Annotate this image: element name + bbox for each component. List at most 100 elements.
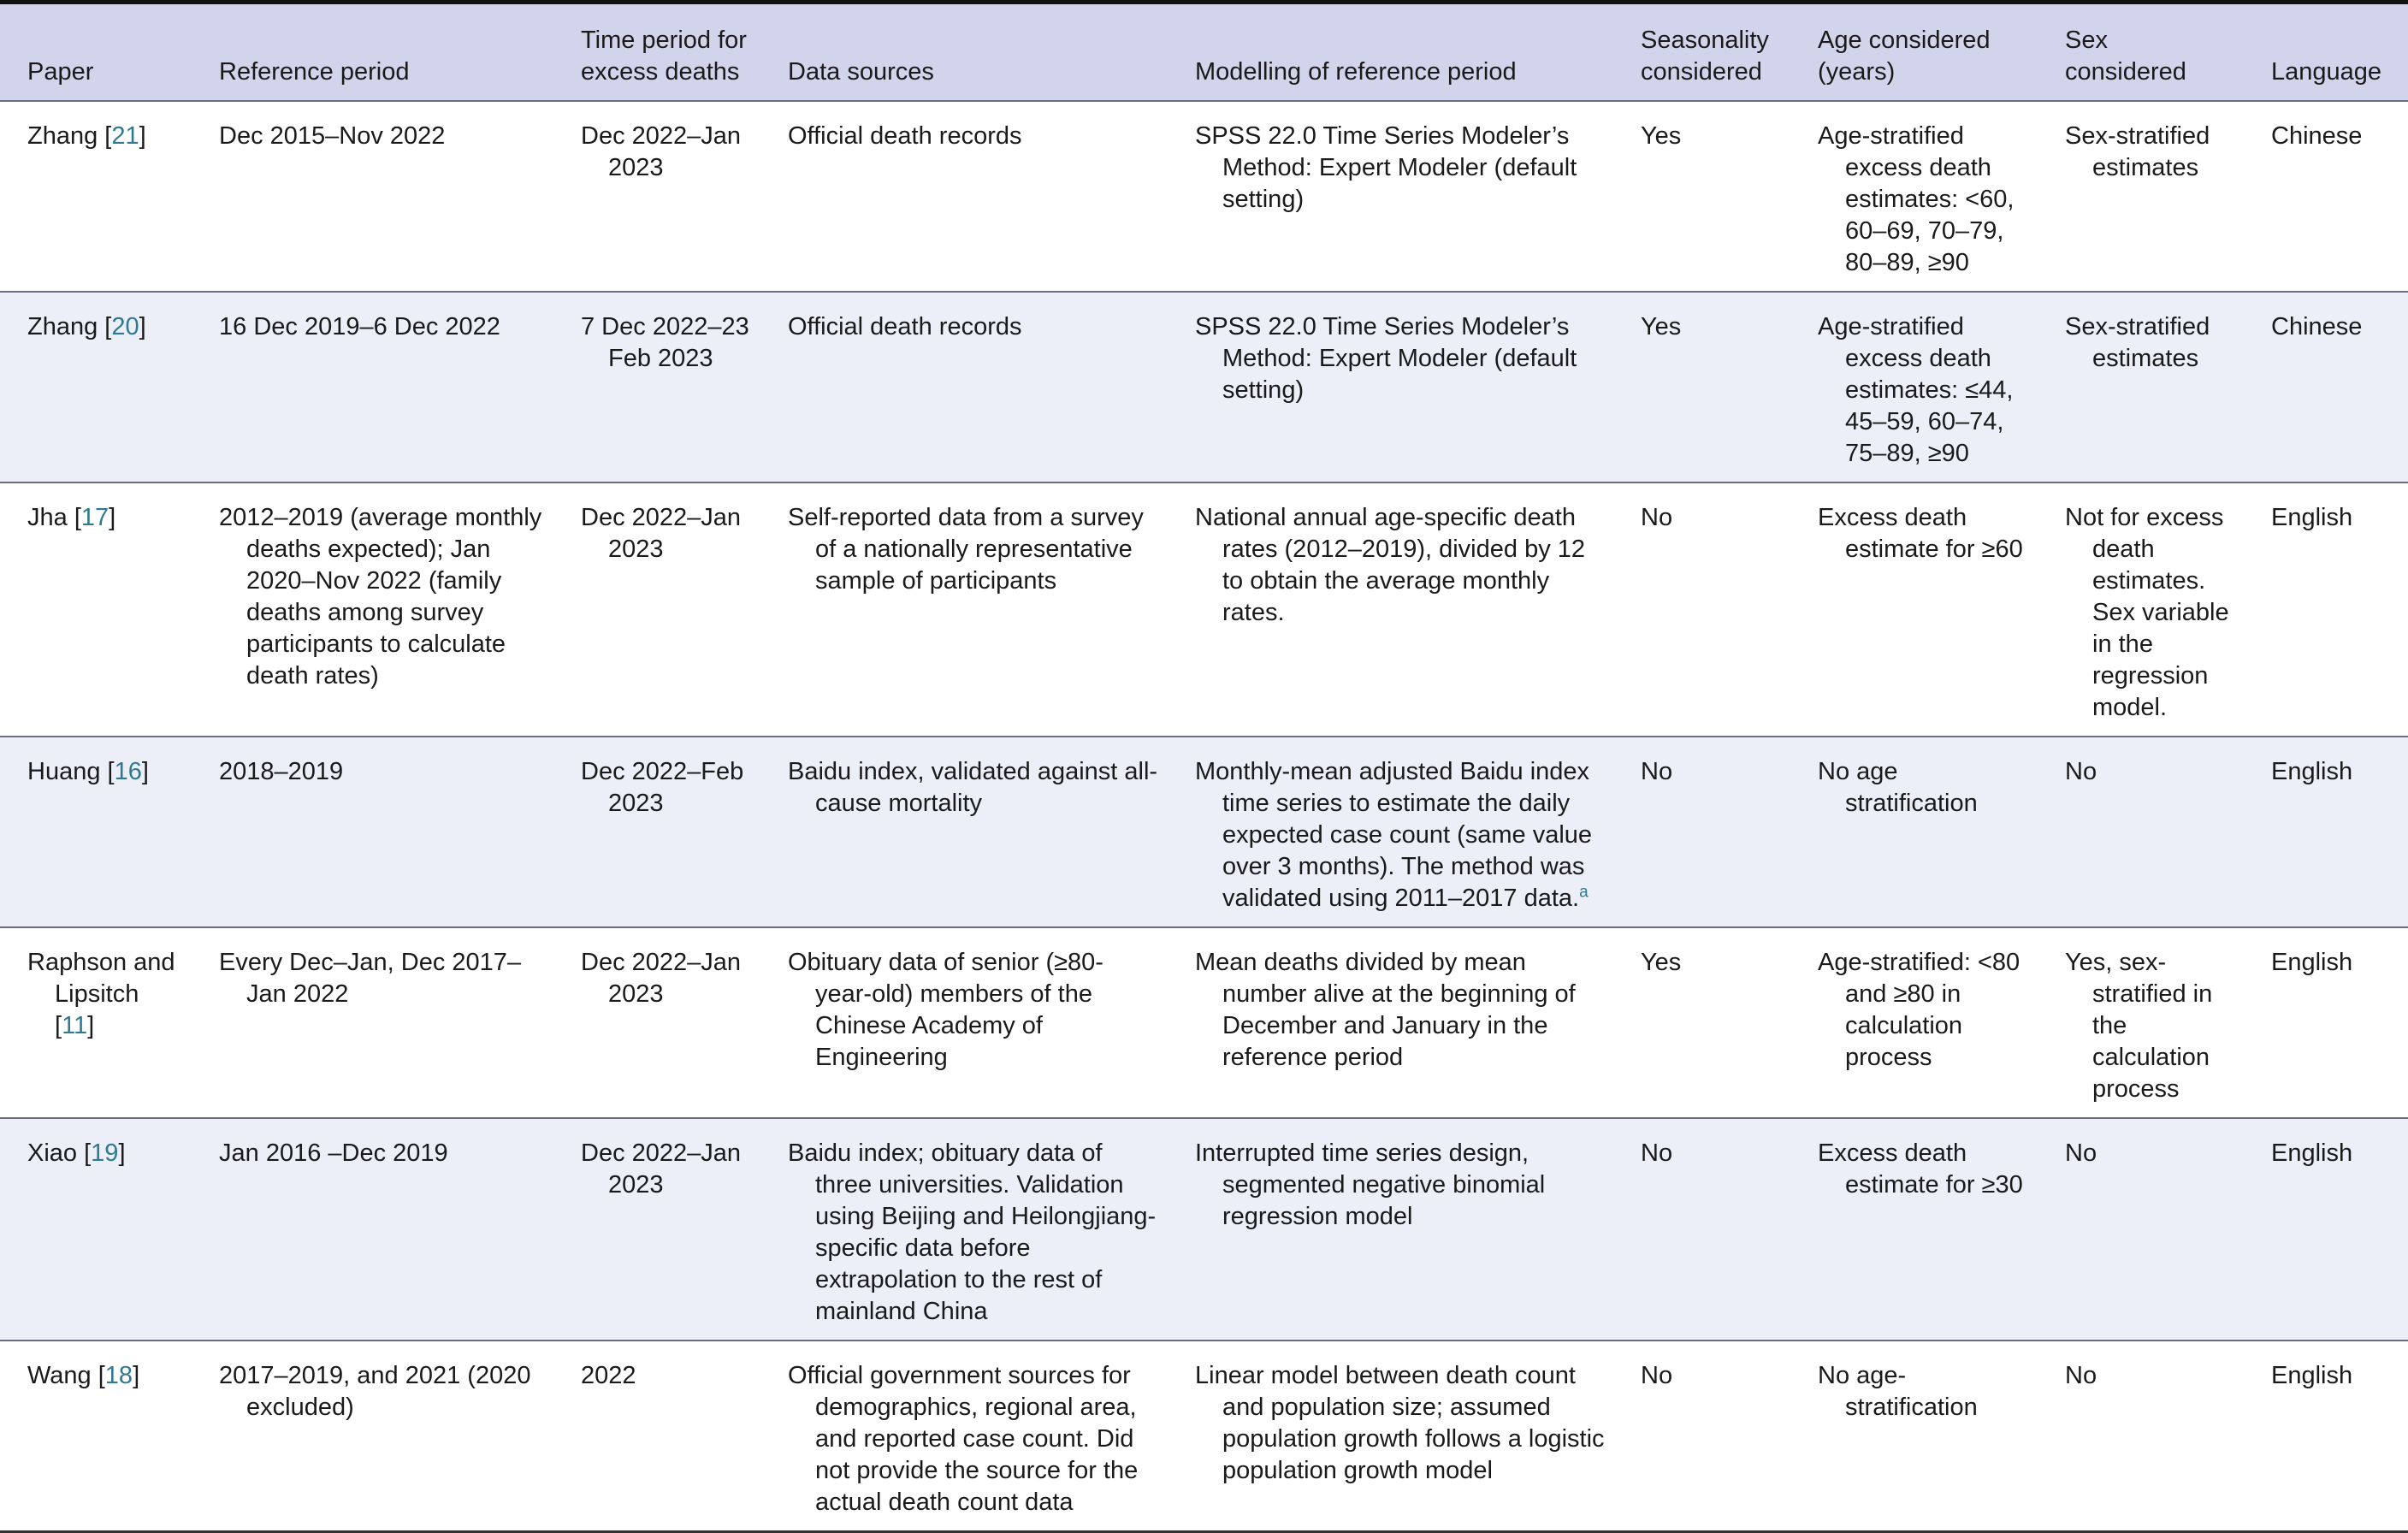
cell-reference-period: Dec 2015–Nov 2022 <box>192 101 553 293</box>
cell-reference-period: Every Dec–Jan, Dec 2017–Jan 2022 <box>192 927 553 1119</box>
footnote-marker[interactable]: a <box>1579 883 1589 902</box>
table-row: Jha [17] 2012–2019 (average monthly deat… <box>0 482 2408 737</box>
table-header: Paper Reference period Time period for e… <box>0 0 2408 102</box>
cell-time-period: Dec 2022–Feb 2023 <box>553 737 760 928</box>
table-row: Raphson and Lipsitch [11] Every Dec–Jan,… <box>0 927 2408 1119</box>
cell-paper: Raphson and Lipsitch [11] <box>0 927 192 1119</box>
header-sex: Sex considered <box>2038 0 2244 102</box>
cell-paper: Zhang [20] <box>0 292 192 483</box>
cell-time-period: Dec 2022–Jan 2023 <box>553 101 760 293</box>
cell-paper: Jha [17] <box>0 482 192 737</box>
paper-bracket: ] <box>87 1012 95 1039</box>
cell-seasonality: No <box>1613 1341 1790 1533</box>
cell-data-sources: Obituary data of senior (≥80-year-old) m… <box>760 927 1168 1119</box>
header-modelling: Modelling of reference period <box>1168 0 1613 102</box>
table-row: Zhang [20] 16 Dec 2019–6 Dec 2022 7 Dec … <box>0 292 2408 483</box>
cell-age: Excess death estimate for ≥30 <box>1790 1118 2038 1341</box>
cell-sex: Sex-stratified estimates <box>2038 101 2244 293</box>
cell-paper: Xiao [19] <box>0 1118 192 1341</box>
cell-time-period: Dec 2022–Jan 2023 <box>553 482 760 737</box>
cell-sex: No <box>2038 737 2244 928</box>
citation-link[interactable]: 21 <box>111 122 139 150</box>
cell-paper: Wang [18] <box>0 1341 192 1533</box>
cell-reference-period: 2017–2019, and 2021 (2020 excluded) <box>192 1341 553 1533</box>
cell-seasonality: Yes <box>1613 292 1790 483</box>
citation-link[interactable]: 19 <box>91 1139 119 1167</box>
cell-data-sources: Official government sources for demograp… <box>760 1341 1168 1533</box>
cell-data-sources: Official death records <box>760 292 1168 483</box>
cell-language: English <box>2244 1118 2408 1341</box>
paper-bracket: ] <box>139 122 146 150</box>
cell-language: Chinese <box>2244 292 2408 483</box>
header-row: Paper Reference period Time period for e… <box>0 0 2408 102</box>
cell-age: Excess death estimate for ≥60 <box>1790 482 2038 737</box>
citation-link[interactable]: 16 <box>114 758 142 785</box>
cell-sex: Not for excess death estimates. Sex vari… <box>2038 482 2244 737</box>
cell-age: Age-stratified excess death estimates: <… <box>1790 101 2038 293</box>
paper-author: Xiao [ <box>27 1139 92 1167</box>
cell-age: No age stratification <box>1790 737 2038 928</box>
cell-age: No age-stratification <box>1790 1341 2038 1533</box>
citation-link[interactable]: 11 <box>62 1012 88 1039</box>
paper-bracket: ] <box>133 1362 140 1389</box>
cell-modelling: National annual age-specific death rates… <box>1168 482 1613 737</box>
cell-language: English <box>2244 1341 2408 1533</box>
header-paper: Paper <box>0 0 192 102</box>
cell-modelling: Monthly-mean adjusted Baidu index time s… <box>1168 737 1613 928</box>
paper-author: Zhang [ <box>27 313 112 340</box>
cell-modelling: Interrupted time series design, segmente… <box>1168 1118 1613 1341</box>
cell-data-sources: Baidu index; obituary data of three univ… <box>760 1118 1168 1341</box>
cell-age: Age-stratified: <80 and ≥80 in calculati… <box>1790 927 2038 1119</box>
paper-author: Raphson and Lipsitch [ <box>27 949 175 1039</box>
cell-reference-period: 2012–2019 (average monthly deaths expect… <box>192 482 553 737</box>
cell-sex: No <box>2038 1118 2244 1341</box>
paper-bracket: ] <box>118 1139 126 1167</box>
cell-seasonality: Yes <box>1613 927 1790 1119</box>
header-time-period: Time period for excess deaths <box>553 0 760 102</box>
cell-modelling: SPSS 22.0 Time Series Modeler’s Method: … <box>1168 101 1613 293</box>
citation-link[interactable]: 17 <box>80 504 109 531</box>
cell-data-sources: Baidu index, validated against all-cause… <box>760 737 1168 928</box>
cell-seasonality: No <box>1613 1118 1790 1341</box>
cell-time-period: 2022 <box>553 1341 760 1533</box>
table-row: Huang [16] 2018–2019 Dec 2022–Feb 2023 B… <box>0 737 2408 928</box>
header-language: Language <box>2244 0 2408 102</box>
paper-author: Jha [ <box>27 504 81 531</box>
header-age: Age considered (years) <box>1790 0 2038 102</box>
cell-language: Chinese <box>2244 101 2408 293</box>
header-data-sources: Data sources <box>760 0 1168 102</box>
citation-link[interactable]: 18 <box>104 1362 133 1389</box>
cell-reference-period: 2018–2019 <box>192 737 553 928</box>
cell-age: Age-stratified excess death estimates: ≤… <box>1790 292 2038 483</box>
cell-modelling: Mean deaths divided by mean number alive… <box>1168 927 1613 1119</box>
paper-author: Huang [ <box>27 758 115 785</box>
cell-paper: Zhang [21] <box>0 101 192 293</box>
table-body: Zhang [21] Dec 2015–Nov 2022 Dec 2022–Ja… <box>0 101 2408 1533</box>
cell-time-period: 7 Dec 2022–23 Feb 2023 <box>553 292 760 483</box>
table-row: Wang [18] 2017–2019, and 2021 (2020 excl… <box>0 1341 2408 1533</box>
cell-time-period: Dec 2022–Jan 2023 <box>553 927 760 1119</box>
cell-sex: No <box>2038 1341 2244 1533</box>
cell-paper: Huang [16] <box>0 737 192 928</box>
paper-bracket: ] <box>109 504 116 531</box>
cell-language: English <box>2244 737 2408 928</box>
header-reference-period: Reference period <box>192 0 553 102</box>
table-row: Zhang [21] Dec 2015–Nov 2022 Dec 2022–Ja… <box>0 101 2408 293</box>
cell-modelling: Linear model between death count and pop… <box>1168 1341 1613 1533</box>
cell-reference-period: Jan 2016 –Dec 2019 <box>192 1118 553 1341</box>
cell-time-period: Dec 2022–Jan 2023 <box>553 1118 760 1341</box>
paper-author: Wang [ <box>27 1362 105 1389</box>
cell-language: English <box>2244 927 2408 1119</box>
cell-data-sources: Self-reported data from a survey of a na… <box>760 482 1168 737</box>
cell-seasonality: No <box>1613 482 1790 737</box>
cell-seasonality: Yes <box>1613 101 1790 293</box>
cell-data-sources: Official death records <box>760 101 1168 293</box>
citation-link[interactable]: 20 <box>111 313 139 340</box>
header-seasonality: Seasonality considered <box>1613 0 1790 102</box>
cell-seasonality: No <box>1613 737 1790 928</box>
table-row: Xiao [19] Jan 2016 –Dec 2019 Dec 2022–Ja… <box>0 1118 2408 1341</box>
cell-language: English <box>2244 482 2408 737</box>
paper-bracket: ] <box>139 313 146 340</box>
